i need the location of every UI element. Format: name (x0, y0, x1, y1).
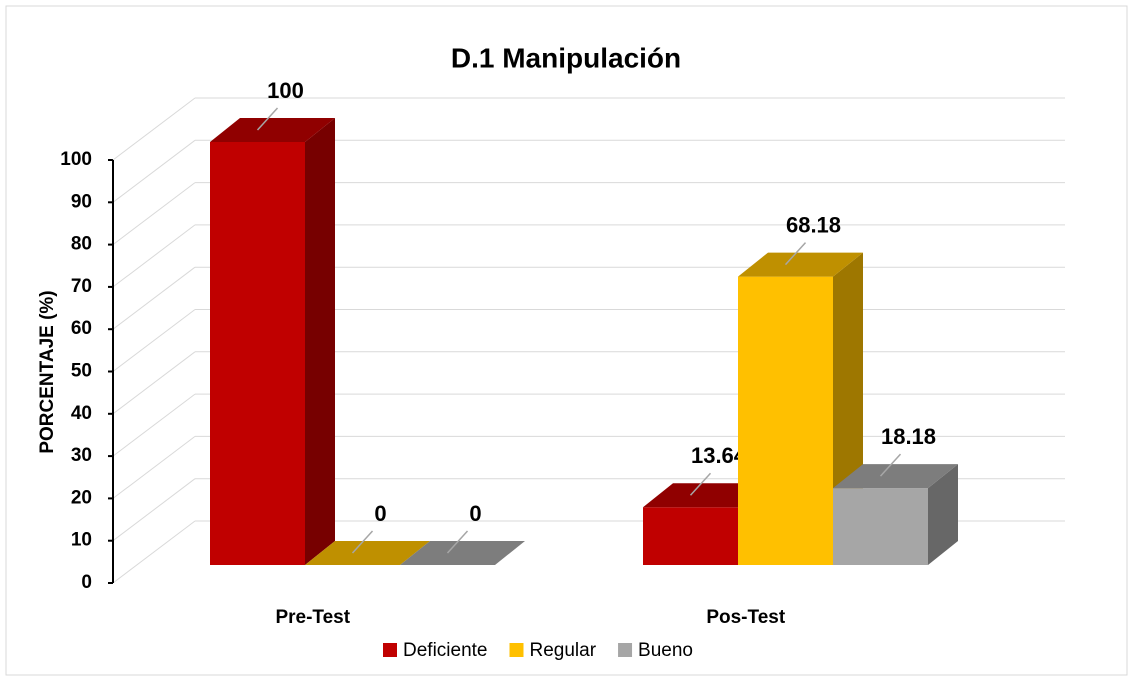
y-tick-label: 50 (71, 361, 92, 382)
y-tick-label: 100 (60, 149, 92, 170)
x-tick-label: Pre-Test (275, 607, 350, 628)
bar-front (833, 488, 928, 565)
legend-label: Bueno (638, 640, 693, 661)
grid-line (112, 520, 196, 584)
legend-swatch (509, 643, 524, 657)
bar-front (643, 507, 738, 565)
label-leader (879, 453, 902, 477)
bar (400, 541, 525, 565)
grid-line (112, 266, 196, 330)
data-label: 13.64 (691, 443, 747, 468)
bar-front (738, 276, 833, 565)
y-tick-label: 60 (71, 318, 92, 339)
grid-line (112, 478, 196, 542)
grid-line (112, 182, 196, 245)
y-tick-label: 70 (71, 276, 92, 297)
bar (833, 464, 958, 565)
grid-line (112, 393, 196, 457)
data-label: 100 (267, 78, 304, 103)
bar-top (210, 118, 335, 142)
legend-swatch (383, 643, 397, 657)
bar-side (305, 118, 335, 565)
y-tick-label: 0 (81, 572, 92, 593)
bar-top (400, 541, 525, 565)
grid-line (112, 224, 196, 288)
data-label: 0 (469, 501, 481, 526)
chart-title: D.1 Manipulación (451, 42, 681, 73)
data-label: 0 (374, 501, 386, 526)
y-axis-label: PORCENTAJE (%) (37, 290, 58, 453)
label-leader (351, 530, 374, 554)
label-leader (784, 242, 807, 266)
data-label: 68.18 (786, 212, 841, 237)
label-leader (256, 107, 279, 131)
legend-swatch (618, 643, 633, 657)
y-tick-label: 40 (71, 403, 92, 424)
legend-label: Deficiente (403, 640, 488, 661)
bar (210, 118, 335, 565)
bar-front (210, 142, 305, 565)
legend-label: Regular (530, 640, 597, 661)
grid-line (112, 351, 196, 415)
x-tick-label: Pos-Test (706, 607, 786, 628)
grid-line (112, 139, 196, 203)
bar (305, 541, 430, 565)
y-tick-label: 30 (71, 445, 92, 466)
bar-top (305, 541, 430, 565)
bar-side (928, 464, 958, 565)
grid-line (112, 436, 196, 499)
y-tick-label: 10 (71, 530, 92, 551)
bar-top (643, 483, 768, 508)
y-tick-label: 90 (71, 191, 92, 212)
y-tick-label: 20 (71, 487, 92, 508)
grid-line (112, 97, 196, 161)
bar-top (738, 252, 863, 277)
bar-top (833, 464, 958, 489)
y-tick-label: 80 (71, 234, 92, 255)
grid-line (112, 309, 196, 372)
label-leader (446, 530, 469, 554)
label-leader (689, 472, 712, 496)
data-label: 18.18 (881, 424, 936, 449)
chart-border (5, 5, 1128, 676)
